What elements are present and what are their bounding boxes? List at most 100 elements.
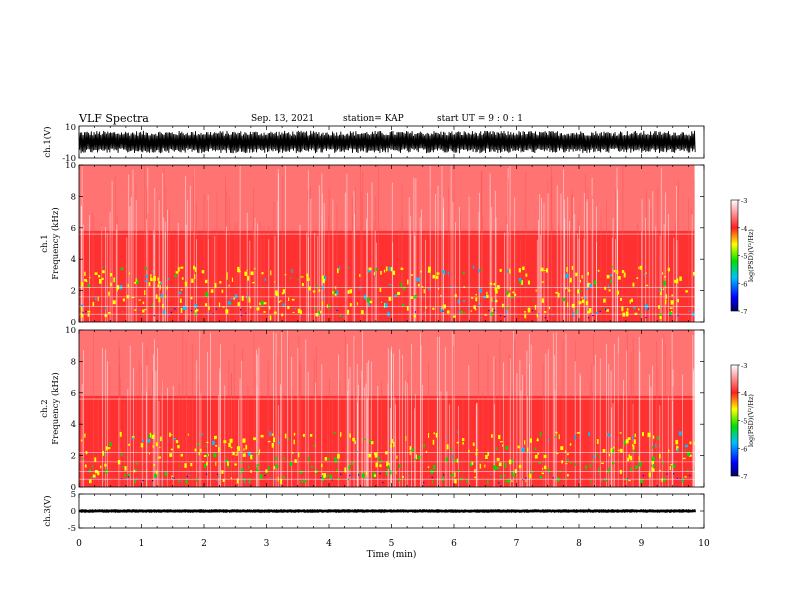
ch2-y-tick-label: 10 (65, 326, 76, 336)
spectrogram-cell (657, 435, 659, 440)
spectrogram-cell (105, 306, 107, 310)
spectrogram-cell (571, 265, 574, 270)
spectrogram-cell (663, 477, 666, 482)
spectrogram-streak (207, 199, 209, 322)
spectrogram-cell (131, 296, 135, 298)
spectrogram-cell (135, 463, 138, 465)
spectrogram-streak (555, 332, 557, 487)
spectrogram-cell (157, 284, 159, 288)
spectrogram-cell (438, 288, 440, 290)
spectrogram-cell (629, 455, 633, 461)
spectrogram-cell (120, 478, 123, 480)
spectrogram-cell (685, 290, 688, 293)
spectrogram-cell (581, 275, 583, 279)
spectrogram-cell (187, 433, 189, 436)
spectrogram-cell (678, 431, 682, 436)
spectrogram-streak (369, 407, 371, 487)
spectrogram-cell (507, 269, 509, 274)
spectrogram-streak (337, 396, 339, 487)
spectrogram-cell (273, 466, 276, 470)
spectrogram-cell (351, 477, 354, 479)
ch1-colorbar (730, 199, 739, 312)
spectrogram-cell (196, 309, 199, 312)
spectrogram-streak (239, 166, 241, 322)
spectrogram-cell (538, 462, 542, 464)
spectrogram-streak (655, 226, 657, 322)
spectrogram-cell (313, 445, 316, 447)
spectrogram-cell (433, 432, 435, 435)
spectrogram-streak (578, 220, 579, 322)
spectrogram-cell (80, 439, 83, 442)
spectrogram-cell (676, 278, 679, 284)
spectrogram-cell (541, 281, 544, 283)
spectrogram-cell (661, 478, 663, 482)
ch3-y-axis-label: ch.3(V) (42, 495, 53, 526)
spectrogram-streak (389, 408, 391, 487)
spectrogram-cell (367, 302, 370, 307)
spectrogram-cell (623, 440, 626, 446)
spectrogram-cell (684, 476, 687, 478)
spectrogram-cell (495, 290, 498, 294)
spectrogram-cell (475, 448, 478, 451)
spectrogram-cell (151, 303, 153, 307)
ch1-colorbar-tick-label: -3 (741, 197, 747, 205)
spectrogram-streak (390, 349, 392, 487)
spectrogram-streak (89, 215, 90, 322)
spectrogram-streak (673, 237, 675, 322)
spectrogram-cell (645, 272, 647, 274)
spectrogram-cell (578, 301, 582, 305)
spectrogram-cell (502, 303, 504, 308)
spectrogram-cell (571, 303, 575, 308)
spectrogram-streak (505, 215, 507, 322)
spectrogram-cell (446, 444, 449, 450)
spectrogram-cell (610, 279, 613, 283)
spectrogram-cell (676, 477, 678, 480)
spectrogram-cell (108, 291, 110, 296)
spectrogram-cell (468, 308, 470, 310)
spectrogram-streak (297, 347, 299, 487)
ch1-y-axis-label: ch.1 (40, 234, 50, 252)
spectrogram-cell (447, 271, 449, 276)
spectrogram-cell (334, 293, 337, 296)
spectrogram-streak (116, 224, 118, 322)
spectrogram-streak (367, 192, 368, 322)
spectrogram-cell (328, 304, 331, 309)
ch2-y-tick-label: 2 (71, 452, 76, 462)
spectrogram-streak (323, 202, 325, 322)
spectrogram-cell (207, 453, 209, 457)
ch2-y-tick-label: 4 (71, 420, 76, 430)
spectrogram-cell (502, 444, 504, 447)
spectrogram-streak (610, 370, 612, 487)
spectrogram-cell (430, 469, 434, 474)
spectrogram-streak (547, 349, 549, 487)
spectrogram-cell (201, 270, 205, 274)
spectrogram-cell (142, 309, 145, 313)
spectrogram-streak (307, 371, 309, 487)
spectrogram-cell (596, 439, 599, 444)
spectrogram-cell (687, 451, 690, 456)
spectrogram-streak (648, 199, 650, 322)
ch3-y-tick-label: -5 (68, 524, 76, 534)
spectrogram-streak (347, 390, 348, 487)
spectrogram-cell (172, 477, 174, 479)
spectrogram-streak (101, 222, 102, 322)
spectrogram-streak (513, 330, 514, 487)
spectrogram-streak (346, 173, 348, 322)
spectrogram-cell (177, 445, 180, 449)
spectrogram-streak (375, 196, 377, 322)
spectrogram-cell (531, 309, 533, 312)
spectrogram-streak (327, 406, 329, 487)
spectrogram-streak (405, 381, 407, 487)
spectrogram-streak (525, 171, 527, 322)
spectrogram-cell (151, 435, 155, 439)
ch1-spectrogram-image (79, 165, 704, 322)
spectrogram-cell (565, 450, 567, 453)
spectrogram-cell (663, 280, 666, 286)
spectrogram-cell (621, 270, 625, 274)
spectrogram-streak (611, 237, 613, 322)
spectrogram-streak (460, 210, 461, 322)
spectrogram-cell (323, 276, 327, 281)
spectrogram-cell (264, 278, 267, 281)
spectrogram-cell (367, 297, 370, 303)
